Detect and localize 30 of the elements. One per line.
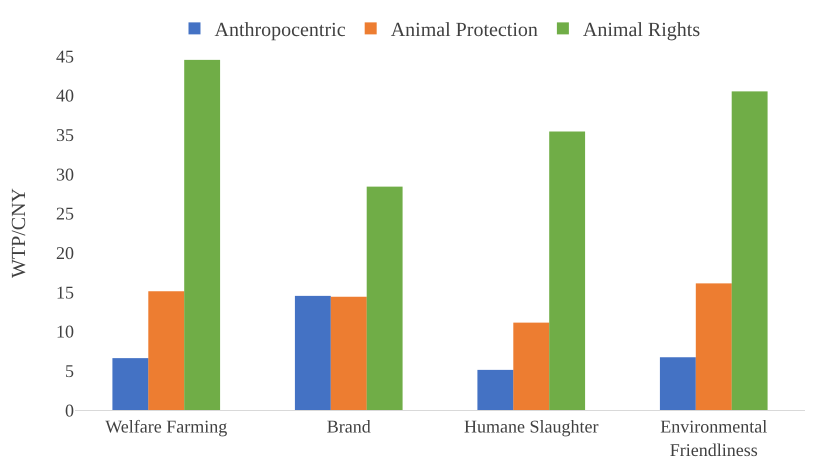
bar [294,296,331,410]
y-axis-title: WTP/CNY [8,188,30,278]
bar [660,357,696,410]
bar [112,358,148,410]
y-tick-label: 10 [56,322,74,342]
y-tick-label: 35 [56,124,74,145]
x-tick-label: Humane Slaughter [464,416,598,437]
y-tick-label: 45 [56,46,74,66]
y-tick-label: 5 [65,360,74,381]
bar [148,291,184,410]
y-tick-label: 25 [56,204,74,224]
legend-label: Anthropocentric [214,19,346,42]
bar [184,60,220,410]
x-tick-label: Environmental Friendliness [660,416,768,460]
bar [366,186,403,410]
y-tick-label: 40 [56,86,74,106]
y-tick-label: 30 [56,164,74,184]
x-tick-label: Welfare Farming [105,416,228,437]
bar [732,91,768,410]
bar [477,370,514,410]
y-tick-label: 20 [56,242,74,263]
x-tick-label: Brand [326,416,371,437]
legend-label: Animal Protection [390,19,538,42]
y-tick-label: 15 [56,282,74,302]
bar [513,322,550,410]
bar [330,296,367,410]
bar [696,283,732,410]
legend-label: Animal Rights [582,19,700,42]
bar [549,132,586,410]
y-tick-label: 0 [65,400,74,420]
